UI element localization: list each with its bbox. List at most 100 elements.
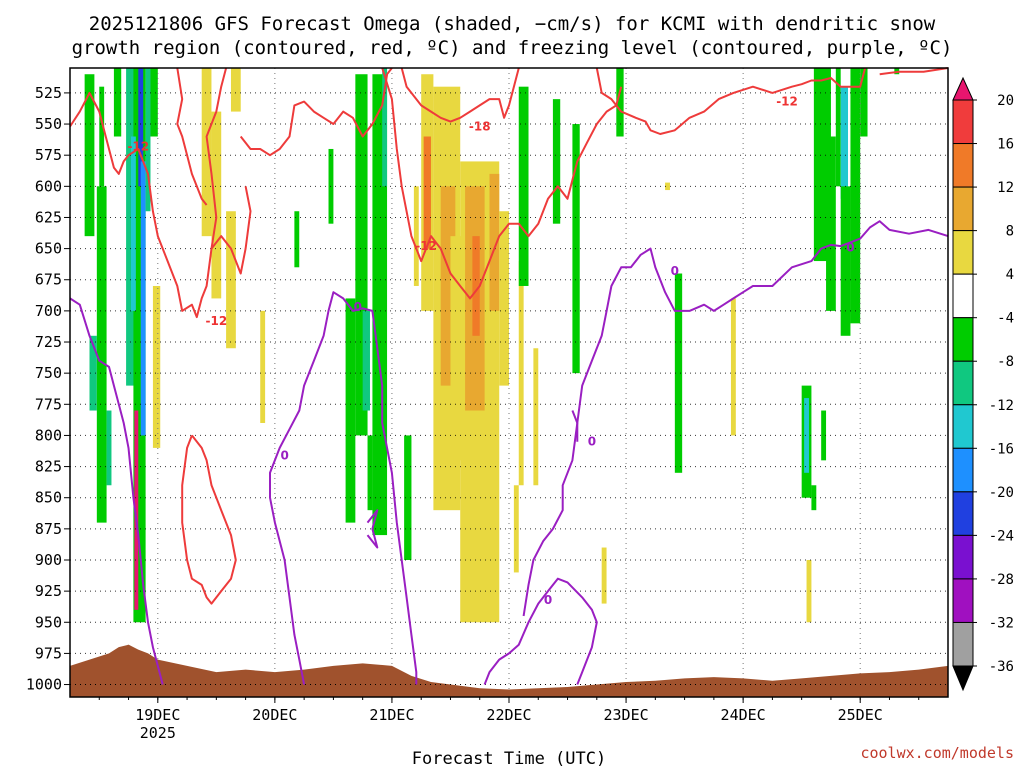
omega-cell [518, 86, 529, 286]
colorbar-band [952, 186, 974, 232]
dgz-contour-line [176, 67, 208, 206]
y-tick-label: 975 [35, 644, 62, 662]
dgz-contour-label: -12 [205, 314, 227, 328]
y-tick-label: 575 [35, 146, 62, 164]
colorbar-tick-label: 20 [997, 93, 1014, 109]
omega-cell [345, 298, 356, 523]
y-tick-label: 1000 [26, 676, 62, 694]
y-tick-label: 625 [35, 208, 62, 226]
terrain-fill [70, 644, 948, 697]
dgz-contour-line [210, 186, 252, 275]
colorbar-tick-label: -16 [989, 441, 1014, 457]
y-tick-label: 725 [35, 333, 62, 351]
y-tick-label: 900 [35, 551, 62, 569]
freezing-contour-label: 0 [846, 240, 854, 254]
omega-cell [211, 111, 222, 299]
y-tick-label: 775 [35, 395, 62, 413]
dgz-contour-label: -12 [415, 239, 437, 253]
x-tick-label: 20DEC [252, 706, 297, 724]
terrain [70, 644, 948, 697]
omega-cell [152, 285, 161, 448]
colorbar-band [952, 230, 974, 275]
dgz-contour-line [239, 67, 393, 157]
y-axis: 525 550 575 600 625 650 675 700 725 750 775 800 825 8… [26, 84, 70, 694]
colorbar-band [952, 404, 974, 449]
freezing-level-contours [69, 220, 949, 685]
omega-cell [113, 68, 122, 137]
dgz-contour-label: -12 [776, 95, 798, 109]
credit-link[interactable]: coolwx.com/models [860, 744, 1014, 762]
omega-cell [367, 435, 373, 511]
colorbar-tick-label: -24 [989, 528, 1014, 544]
dgz-contour-line [879, 67, 949, 76]
colorbar: 20 16 12 8 4 -4 -8 -12 -16 -20 -24 -28 -32 -36 [952, 76, 1014, 692]
y-tick-label: 675 [35, 271, 62, 289]
x-tick-label: 24DEC [721, 706, 766, 724]
omega-cell [804, 398, 809, 473]
dgz-contour-label: -12 [127, 139, 149, 153]
omega-cell [362, 310, 370, 411]
colorbar-tick-label: -8 [997, 354, 1014, 370]
y-tick-label: 750 [35, 364, 62, 382]
omega-cell [489, 173, 500, 311]
omega-cell [835, 68, 841, 187]
y-tick-label: 525 [35, 84, 62, 102]
colorbar-tick-label: 12 [997, 180, 1014, 196]
y-tick-label: 600 [35, 177, 62, 195]
omega-cell [850, 68, 861, 324]
freezing-contour-label: 0 [354, 300, 362, 314]
omega-cell [413, 186, 419, 286]
omega-cell [230, 68, 241, 112]
y-tick-label: 950 [35, 613, 62, 631]
x-tick-label: 25DEC [838, 706, 883, 724]
colorbar-tick-label: 16 [997, 137, 1014, 153]
colorbar-max-arrow [952, 76, 974, 101]
colorbar-tick-label: -4 [997, 311, 1014, 327]
freezing-contour-line [483, 577, 598, 685]
omega-cell [840, 186, 851, 336]
omega-cell [130, 136, 136, 311]
omega-cell [145, 68, 151, 212]
omega-cell [840, 86, 849, 199]
omega-cell [294, 211, 300, 268]
omega-cell [89, 335, 97, 411]
colorbar-band [952, 447, 974, 493]
omega-cell [201, 68, 212, 237]
y-tick-label: 800 [35, 426, 62, 444]
freezing-contour-line [522, 220, 949, 617]
omega-cell [472, 236, 480, 336]
colorbar-min-arrow [952, 665, 974, 692]
x-axis-title: Forecast Time (UTC) [412, 749, 606, 768]
chart-title-line1: 2025121806 GFS Forecast Omega (shaded, −… [89, 13, 936, 35]
dgz-contour-line [69, 67, 228, 319]
y-tick-label: 875 [35, 520, 62, 538]
colorbar-tick-label: -28 [989, 572, 1014, 588]
omega-cell [372, 74, 388, 536]
omega-cell [260, 310, 266, 423]
omega-cell [730, 298, 736, 436]
omega-cell [140, 161, 146, 436]
colorbar-band [952, 534, 974, 580]
colorbar-band [952, 143, 974, 188]
omega-cell [96, 186, 107, 523]
x-axis: 19DEC 20DEC 21DEC 22DEC 23DEC 24DEC 25DEC [98, 697, 920, 724]
omega-cell [533, 348, 539, 486]
colorbar-tick-label: -36 [989, 659, 1014, 675]
omega-cell [84, 74, 95, 237]
colorbar-tick-label: -32 [989, 615, 1014, 631]
dgz-contours [69, 67, 949, 605]
x-tick-label: 19DEC [135, 706, 180, 724]
omega-cell [860, 68, 868, 137]
x-tick-label: 23DEC [603, 706, 648, 724]
omega-cell [513, 485, 519, 573]
freezing-contour-line [269, 291, 418, 685]
freezing-contour-label: 0 [544, 593, 552, 607]
omega-cell [99, 86, 105, 187]
dgz-contour-line [400, 67, 520, 123]
colorbar-band [952, 360, 974, 406]
colorbar-tick-label: 8 [1006, 224, 1014, 240]
y-tick-label: 550 [35, 115, 62, 133]
freezing-contour-line [69, 297, 164, 685]
y-tick-label: 925 [35, 582, 62, 600]
